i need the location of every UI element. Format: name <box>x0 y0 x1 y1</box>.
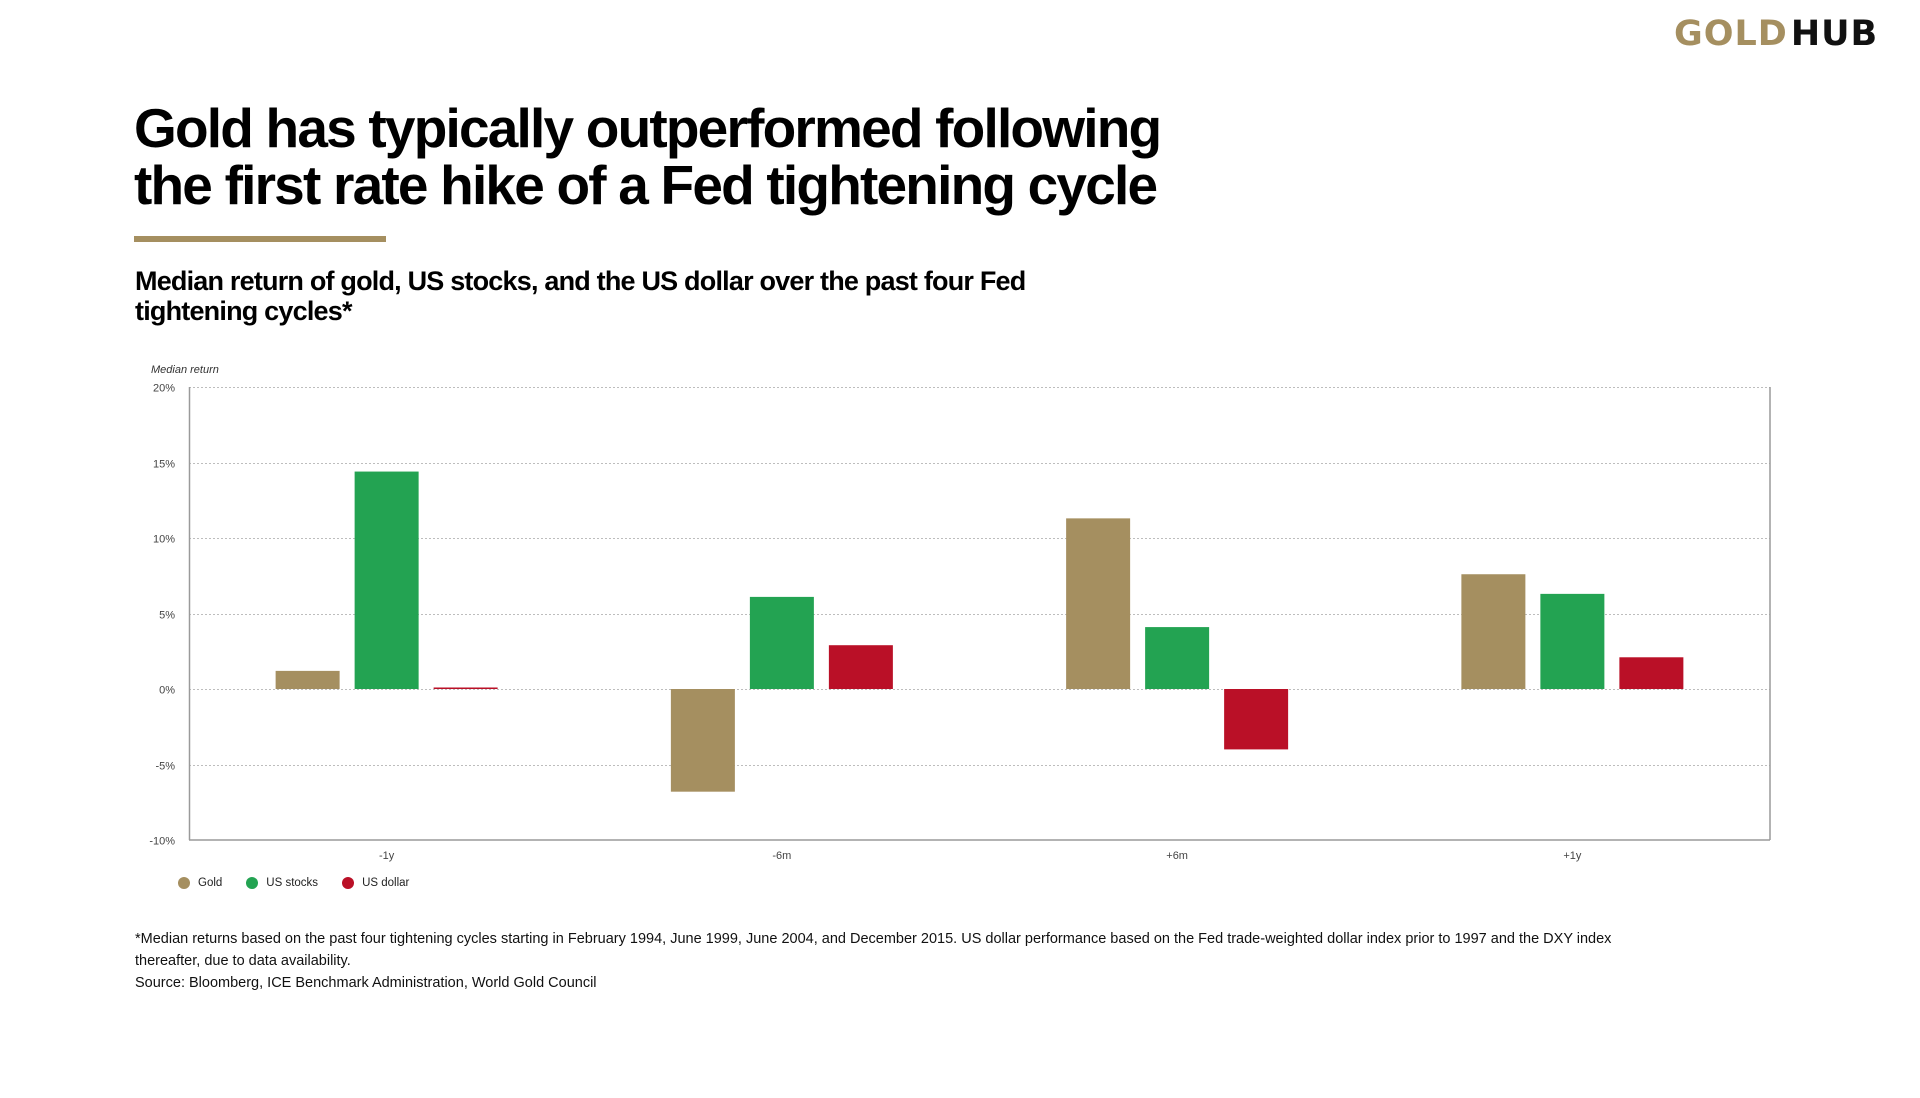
footnote-line-1: *Median returns based on the past four t… <box>135 931 1612 947</box>
legend-marker-us-stocks <box>246 877 259 889</box>
bar-us-stocks-minus6m <box>749 596 814 689</box>
legend-item-gold[interactable]: Gold <box>178 877 222 889</box>
footnote: *Median returns based on the past four t… <box>135 928 1815 994</box>
bar-gold-minus6m <box>670 689 735 792</box>
y-tick-label: -5% <box>155 761 175 773</box>
bar-chart: -10% -5% 0% 5% 10% 15% 20% -1y -6m +6m +1y <box>149 383 1771 862</box>
title-line-1: Gold has typically outperformed followin… <box>134 97 1162 159</box>
title-accent-rule <box>134 236 386 242</box>
y-tick-label: 15% <box>153 459 175 471</box>
legend-marker-us-dollar <box>342 877 355 889</box>
page-title: Gold has typically outperformed followin… <box>134 100 1234 214</box>
y-tick-label: 5% <box>159 610 175 622</box>
title-line-2: the first rate hike of a Fed tightening … <box>134 154 1158 216</box>
bar-us-stocks-minus1y <box>354 471 419 689</box>
chart-legend: Gold US stocks US dollar <box>178 877 433 889</box>
x-tick-label: -1y <box>379 850 395 862</box>
y-axis-ticks: -10% -5% 0% 5% 10% 15% 20% <box>149 383 175 848</box>
logo-hub-text: HUB <box>1790 14 1879 54</box>
y-tick-label: 0% <box>159 685 175 697</box>
bar-us-dollar-plus6m <box>1224 689 1289 750</box>
subtitle-line-1: Median return of gold, US stocks, and th… <box>135 266 1026 296</box>
bars <box>275 471 1684 792</box>
plot-frame <box>188 387 1771 841</box>
x-axis-ticks: -1y -6m +6m +1y <box>379 850 1582 862</box>
legend-label-us-dollar: US dollar <box>362 877 410 889</box>
x-tick-label: +1y <box>1563 850 1582 862</box>
x-tick-label: -6m <box>772 850 791 862</box>
bar-gold-minus1y <box>275 670 340 689</box>
legend-label-gold: Gold <box>198 877 223 889</box>
y-tick-label: 10% <box>153 534 175 546</box>
legend-item-us-dollar[interactable]: US dollar <box>342 877 409 889</box>
bar-gold-plus1y <box>1461 574 1526 689</box>
y-tick-label: 20% <box>153 383 175 395</box>
bar-us-dollar-minus1y <box>433 687 498 689</box>
legend-label-us-stocks: US stocks <box>266 877 319 889</box>
footnote-source: Source: Bloomberg, ICE Benchmark Adminis… <box>135 975 597 991</box>
footnote-line-2: thereafter, due to data availability. <box>135 953 351 969</box>
legend-item-us-stocks[interactable]: US stocks <box>246 877 318 889</box>
x-tick-label: +6m <box>1166 850 1188 862</box>
bar-us-dollar-plus1y <box>1619 657 1684 689</box>
legend-marker-gold <box>178 877 190 889</box>
chart-subtitle: Median return of gold, US stocks, and th… <box>135 266 1135 326</box>
y-axis-title: Median return <box>151 364 219 376</box>
bar-us-stocks-plus6m <box>1145 627 1210 689</box>
bar-us-stocks-plus1y <box>1540 593 1605 689</box>
y-tick-label: -10% <box>149 836 175 848</box>
bar-us-dollar-minus6m <box>828 645 893 689</box>
gridlines <box>189 387 1770 766</box>
subtitle-line-2: tightening cycles* <box>135 296 352 326</box>
goldhub-logo[interactable]: GOLDHUB <box>1674 14 1878 54</box>
logo-gold-text: GOLD <box>1674 14 1788 54</box>
bar-gold-plus6m <box>1066 518 1131 689</box>
